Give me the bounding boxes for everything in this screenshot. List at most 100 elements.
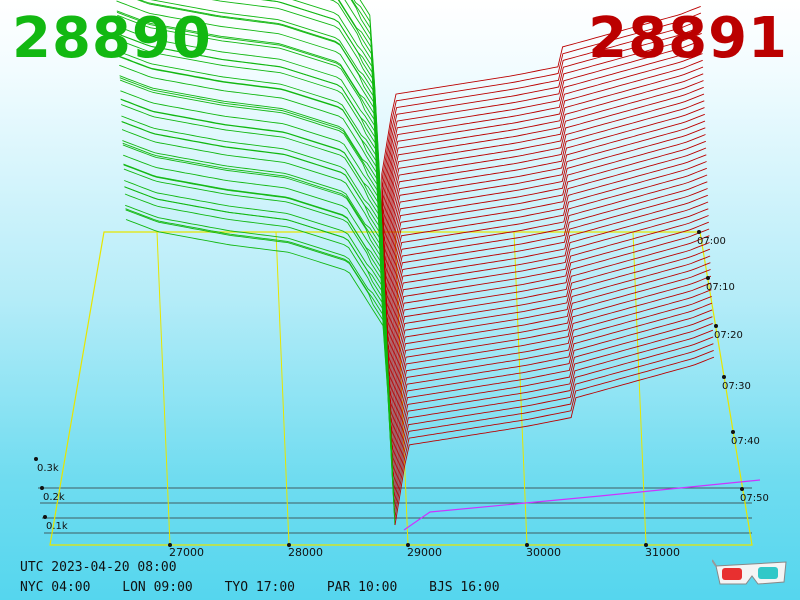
y-tick-marker <box>34 457 38 461</box>
ask-depth-trace <box>381 19 702 230</box>
time-tick-marker <box>740 487 744 491</box>
city-time-tyo: TYO 17:00 <box>224 580 296 595</box>
x-tick-label: 27000 <box>169 546 204 559</box>
bid-depth-trace <box>122 144 393 455</box>
ask-depth-trace <box>392 295 712 472</box>
x-tick-marker <box>287 543 291 547</box>
ask-depth-trace <box>392 302 713 478</box>
bid-depth-trace <box>124 193 395 502</box>
bid-price: 28890 <box>12 6 212 71</box>
bid-depth-trace <box>122 142 393 449</box>
bid-depth-trace <box>117 25 387 331</box>
bid-depth-trace <box>260 0 385 278</box>
time-tick-marker <box>714 324 718 328</box>
ask-depth-trace <box>391 262 711 443</box>
bid-depth-trace <box>116 0 386 307</box>
ask-depth-trace <box>385 107 705 307</box>
bid-depth-trace <box>122 140 392 443</box>
3d-glasses-icon[interactable] <box>712 556 790 590</box>
ask-depth-trace <box>381 5 701 219</box>
bid-depth-trace <box>211 0 385 284</box>
time-tick-label: 07:10 <box>706 282 735 293</box>
bid-depth-trace <box>119 79 390 390</box>
ask-depth-trace <box>387 174 708 366</box>
ask-depth-trace <box>387 167 707 360</box>
bid-depth-trace <box>338 0 384 248</box>
ask-depth-trace <box>384 100 705 301</box>
ask-depth-trace <box>390 248 711 431</box>
y-tick-label: 0.1k <box>46 521 68 532</box>
ask-depth-trace <box>385 120 706 319</box>
ask-depth-trace <box>393 316 713 490</box>
bid-depth-trace <box>123 168 394 478</box>
ask-depth-trace <box>388 208 709 396</box>
bid-depth-trace <box>116 10 387 313</box>
ask-depth-trace <box>383 53 703 260</box>
x-tick-label: 29000 <box>407 546 442 559</box>
ask-depth-trace <box>388 188 708 378</box>
bid-depth-trace <box>123 154 393 461</box>
x-grid-line <box>156 231 171 546</box>
ask-depth-trace <box>393 322 713 496</box>
bid-depth-trace <box>117 33 388 343</box>
ask-depth-trace <box>390 255 711 437</box>
ask-depth-trace <box>391 269 711 449</box>
ask-depth-trace <box>394 356 715 526</box>
city-times: NYC 04:00 LON 09:00 TYO 17:00 PAR 10:00 … <box>20 580 524 595</box>
ask-depth-trace <box>389 215 709 402</box>
bid-depth-trace <box>125 204 395 508</box>
bid-depth-trace <box>119 77 390 384</box>
ask-depth-trace <box>383 73 704 278</box>
bid-depth-trace <box>120 104 391 413</box>
current-depth-line <box>403 479 761 531</box>
ask-depth-trace <box>394 343 714 514</box>
time-tick-marker <box>731 430 735 434</box>
x-grid-line <box>632 231 647 546</box>
bid-depth-trace <box>121 115 391 419</box>
x-grid-line <box>394 231 409 546</box>
x-tick-label: 30000 <box>526 546 561 559</box>
time-tick-label: 07:00 <box>697 236 726 247</box>
ask-depth-trace <box>383 66 704 272</box>
bid-depth-trace <box>292 0 385 266</box>
ask-depth-trace <box>385 113 705 313</box>
bid-depth-trace <box>125 209 396 520</box>
bid-depth-trace <box>150 0 386 290</box>
ask-depth-trace <box>382 26 702 236</box>
ask-depth-trace <box>392 309 713 484</box>
ask-depth-trace <box>386 140 706 337</box>
y-tick-label: 0.3k <box>37 463 59 474</box>
ask-depth-trace <box>385 127 706 325</box>
ask-depth-trace <box>386 134 706 331</box>
bid-depth-trace <box>120 90 390 396</box>
x-tick-marker <box>525 543 529 547</box>
city-time-par: PAR 10:00 <box>326 580 398 595</box>
bid-depth-trace <box>125 219 396 526</box>
ask-depth-trace <box>382 32 702 242</box>
ask-depth-trace <box>390 242 710 425</box>
x-tick-marker <box>644 543 648 547</box>
bid-depth-trace <box>124 180 394 484</box>
ask-depth-trace <box>392 289 712 466</box>
bid-depth-trace <box>121 129 392 437</box>
ask-depth-trace <box>382 46 703 254</box>
utc-timestamp: UTC 2023-04-20 08:00 <box>20 560 177 575</box>
x-tick-marker <box>406 543 410 547</box>
ask-depth-trace <box>393 336 714 508</box>
x-tick-marker <box>168 543 172 547</box>
x-tick-label: 28000 <box>288 546 323 559</box>
bid-depth-trace <box>121 121 392 431</box>
bid-depth-trace <box>337 0 384 254</box>
ask-depth-trace <box>386 154 707 348</box>
ask-depth-trace <box>388 201 709 390</box>
ask-depth-trace <box>388 194 708 384</box>
ask-depth-trace <box>394 349 714 520</box>
ask-depth-trace <box>382 39 703 248</box>
bid-depth-trace <box>329 0 384 260</box>
time-tick-marker <box>706 276 710 280</box>
time-tick-label: 07:40 <box>731 436 760 447</box>
city-time-bjs: BJS 16:00 <box>429 580 500 595</box>
bid-depth-trace <box>136 0 386 301</box>
bid-depth-trace <box>119 64 389 372</box>
bid-depth-trace <box>120 99 391 408</box>
